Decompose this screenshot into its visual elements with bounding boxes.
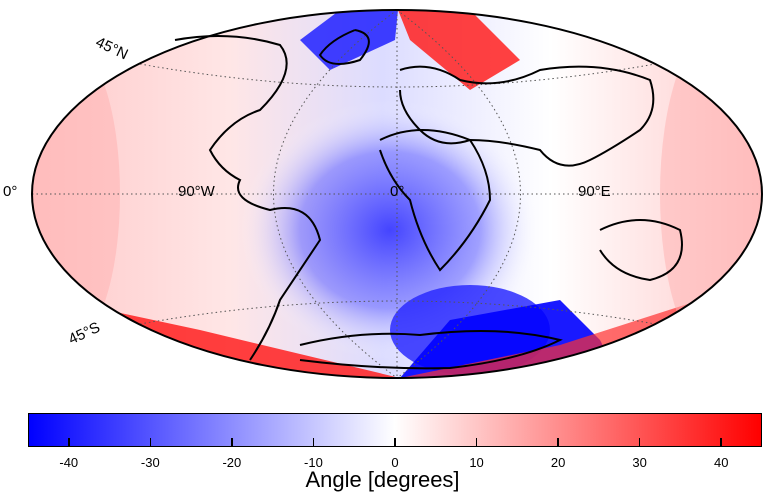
colorbar-tick-mark — [557, 438, 559, 447]
colorbar-tick-mark — [149, 438, 152, 447]
colorbar-tick-mark — [394, 438, 396, 447]
colorbar-tick-mark — [231, 438, 233, 447]
colorbar-tick-mark — [312, 438, 315, 447]
colorbar-tick-label: 0 — [391, 455, 399, 470]
colorbar-tick-label: 10 — [469, 455, 484, 470]
colorbar-tick-label: 40 — [713, 455, 729, 470]
lon-label-90w: 90°W — [178, 183, 215, 200]
coastlines — [174, 29, 683, 370]
lon-label-0: 0° — [390, 183, 405, 200]
heatmap-field — [32, 10, 762, 378]
colorbar-tick-label: -20 — [222, 455, 242, 470]
colorbar-tick-label: 30 — [632, 455, 647, 470]
graticule — [32, 9, 762, 379]
colorbar-tick-mark — [68, 438, 70, 447]
colorbar-tick-label: -30 — [140, 455, 160, 470]
lon-label-90e: 90°E — [578, 183, 611, 200]
colorbar-tick-label: 20 — [550, 455, 566, 470]
colorbar-tick-mark — [638, 438, 641, 447]
colorbar-label: Angle [degrees] — [305, 467, 460, 492]
colorbar-tick-mark — [720, 438, 722, 447]
colorbar-tick-mark — [475, 438, 478, 447]
lat-label-0: 0° — [3, 183, 18, 200]
world-map — [31, 9, 763, 379]
colorbar-tick-label: -40 — [59, 455, 79, 470]
map-border — [31, 9, 763, 379]
colorbar-tick-label: -10 — [304, 455, 323, 470]
